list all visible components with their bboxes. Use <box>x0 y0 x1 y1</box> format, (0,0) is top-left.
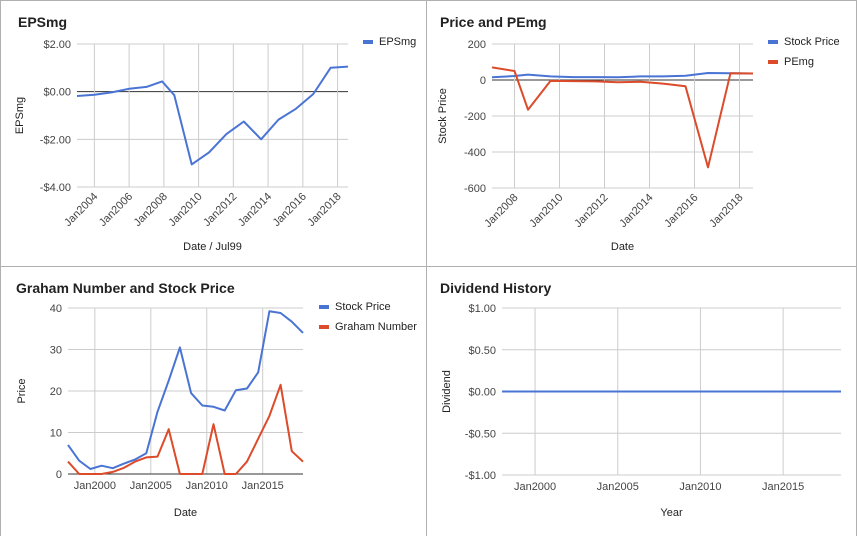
chart-title: Graham Number and Stock Price <box>16 280 235 296</box>
x-tick-label: Jan2005 <box>597 481 639 493</box>
series-stock-price <box>491 72 754 79</box>
x-tick-label: Jan2005 <box>130 480 172 492</box>
y-tick-label: -$0.50 <box>465 428 496 440</box>
y-tick-label: 0 <box>480 75 486 87</box>
legend-swatch <box>768 40 778 44</box>
x-tick-label: Jan2014 <box>617 192 655 230</box>
x-tick-label: Jan2000 <box>74 480 116 492</box>
chart-svg-0: EPSmg$2.00$0.00-$2.00-$4.00Jan2004Jan200… <box>14 14 416 253</box>
series-graham-number <box>67 383 304 475</box>
legend-label: Stock Price <box>335 301 391 313</box>
x-axis-title: Date / Jul99 <box>183 241 242 253</box>
chart-title: Price and PEmg <box>440 14 547 30</box>
series-line-graham-number <box>67 383 304 475</box>
vertical-divider <box>426 0 427 536</box>
y-tick-label: -400 <box>464 147 486 159</box>
y-tick-label: -600 <box>464 183 486 195</box>
chart-title: Dividend History <box>440 280 551 296</box>
y-axis-title: Stock Price <box>437 88 449 144</box>
y-tick-label: -200 <box>464 111 486 123</box>
chart-svg-3: Dividend History $1.00 $0.50 $0.00 -$0.50 -$1… <box>440 280 842 519</box>
x-tick-label: Jan2008 <box>132 191 170 229</box>
series-pemg <box>491 66 754 169</box>
y-tick-label: $0.00 <box>468 387 496 399</box>
x-tick-label: Jan2010 <box>186 480 228 492</box>
x-tick-label: Jan2008 <box>482 192 520 230</box>
y-axis-title: EPSmg <box>14 97 26 134</box>
x-tick-label: Jan2006 <box>97 191 135 229</box>
y-tick-label: $0.50 <box>468 345 496 357</box>
x-tick-label: Jan2010 <box>527 192 565 230</box>
legend-item-stock-price: Stock Price <box>768 36 840 48</box>
legend-label: PEmg <box>784 56 814 68</box>
series-epsmg <box>76 65 349 166</box>
x-tick-label: Jan2018 <box>305 191 343 229</box>
chart-title: EPSmg <box>18 14 67 30</box>
price-pemg-chart-panel: Price and PEmg 200 0 -200 -400 -600 Jan2008 Jan… <box>428 4 852 266</box>
legend-label: Stock Price <box>784 36 840 48</box>
x-tick-label: Jan2012 <box>201 191 239 229</box>
series-stock-price <box>67 310 304 470</box>
legend-label: EPSmg <box>379 36 416 48</box>
legend-item-epsmg: EPSmg <box>363 36 416 48</box>
x-tick-label: Jan2000 <box>514 481 556 493</box>
y-tick-label: -$1.00 <box>465 470 496 482</box>
y-tick-label: -$2.00 <box>40 134 71 146</box>
dividend-history-chart-panel: Dividend History $1.00 $0.50 $0.00 -$0.50 -$1… <box>428 270 852 532</box>
y-tick-label: -$4.00 <box>40 182 71 194</box>
x-tick-label: Jan2010 <box>166 191 204 229</box>
legend-item-stock-price: Stock Price <box>319 301 391 313</box>
x-tick-label: Jan2015 <box>242 480 284 492</box>
x-axis-title: Date <box>174 507 197 519</box>
legend-swatch <box>319 305 329 309</box>
x-tick-label: Jan2004 <box>62 191 100 229</box>
epsmg-chart-panel: EPSmg $2.00 $0.00 -$2.00 -$4.00 Jan2004 Jan200… <box>1 4 425 266</box>
y-tick-label: 30 <box>50 345 62 357</box>
x-axis-title: Date <box>611 241 634 253</box>
legend-label: Graham Number <box>335 321 417 333</box>
x-axis-title: Year <box>660 507 683 519</box>
x-tick-label: Jan2015 <box>762 481 804 493</box>
x-tick-label: Jan2018 <box>707 192 745 230</box>
x-tick-label: Jan2014 <box>236 191 274 229</box>
y-tick-label: $2.00 <box>43 39 71 51</box>
legend-item-pemg: PEmg <box>768 56 814 68</box>
y-tick-label: 10 <box>50 428 62 440</box>
y-tick-label: 40 <box>50 303 62 315</box>
legend-item-graham-number: Graham Number <box>319 321 417 333</box>
series-line-stock-price <box>67 310 304 470</box>
y-tick-label: $0.00 <box>43 87 71 99</box>
legend-swatch <box>363 40 373 44</box>
x-tick-label: Jan2010 <box>679 481 721 493</box>
series-line-epsmg <box>76 65 349 166</box>
chart-svg-2: Graham Number and Stock Price 40 30 20 10 0 Ja… <box>16 280 417 519</box>
left-border <box>0 0 1 536</box>
x-tick-label: Jan2012 <box>572 192 610 230</box>
y-axis-title: Price <box>16 378 28 403</box>
x-tick-label: Jan2016 <box>271 191 309 229</box>
y-tick-label: 200 <box>468 39 486 51</box>
y-tick-label: $1.00 <box>468 303 496 315</box>
y-axis-title: Dividend <box>441 370 453 413</box>
horizontal-divider <box>0 266 857 267</box>
legend-swatch <box>768 60 778 64</box>
y-tick-label: 20 <box>50 386 62 398</box>
legend-swatch <box>319 325 329 329</box>
series-line-stock-price <box>491 72 754 79</box>
graham-number-chart-panel: Graham Number and Stock Price 40 30 20 10 0 Ja… <box>1 270 425 532</box>
y-tick-label: 0 <box>56 469 62 481</box>
x-tick-label: Jan2016 <box>662 192 700 230</box>
top-border <box>0 0 857 1</box>
